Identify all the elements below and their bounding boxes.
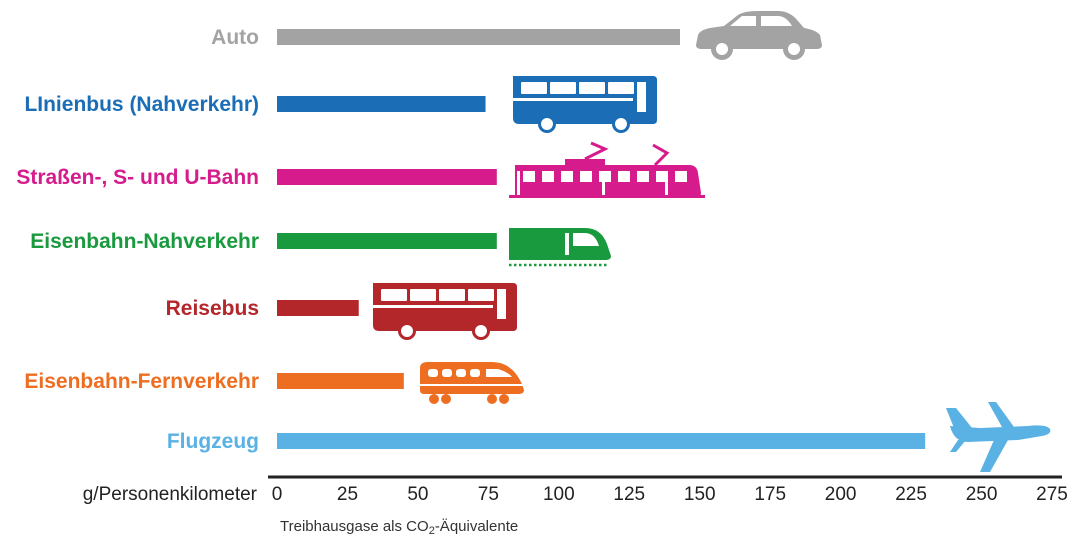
x-tick-label-175: 175 <box>754 484 786 505</box>
x-axis-title-suffix: -Äquivalente <box>434 518 519 535</box>
x-tick-label-0: 0 <box>272 484 283 505</box>
x-tick-label-125: 125 <box>613 484 645 505</box>
x-axis-unit-label: g/Personenkilometer <box>83 484 258 505</box>
airplane-icon <box>946 402 1051 472</box>
category-label-7: Flugzeug <box>167 430 259 453</box>
bar-7 <box>277 433 926 449</box>
x-axis-ticks-group: 0 25 50 75 100 125 150 175 200 225 250 275 <box>272 484 1068 505</box>
x-axis-title-subscript: 2 <box>428 525 435 537</box>
category-label-1: Auto <box>211 26 259 49</box>
car-icon <box>696 11 822 60</box>
bar-4 <box>277 233 497 249</box>
x-axis-title: Treibhausgase als CO2-Äquivalente <box>280 518 519 537</box>
intercity-train-icon <box>420 362 524 404</box>
x-tick-label-200: 200 <box>825 484 857 505</box>
category-labels-group: Auto LInienbus (Nahverkehr) Straßen-, S- u… <box>16 26 259 453</box>
x-tick-label-225: 225 <box>895 484 927 505</box>
x-tick-label-275: 275 <box>1036 484 1068 505</box>
x-tick-label-150: 150 <box>684 484 716 505</box>
icons-group <box>373 11 1051 472</box>
tram-icon <box>509 141 705 198</box>
bars-group <box>277 29 926 449</box>
bar-6 <box>277 373 404 389</box>
category-label-6: Eisenbahn-Fernverkehr <box>24 370 259 393</box>
bus-icon <box>513 76 657 133</box>
coach-icon <box>373 283 517 340</box>
x-tick-label-50: 50 <box>407 484 428 505</box>
regional-train-icon <box>509 228 611 267</box>
x-axis-title-text: Treibhausgase als CO <box>280 518 429 535</box>
category-label-5: Reisebus <box>166 297 259 320</box>
x-tick-label-100: 100 <box>543 484 575 505</box>
category-label-3: Straßen-, S- und U-Bahn <box>16 166 259 189</box>
category-label-2: LInienbus (Nahverkehr) <box>24 93 259 116</box>
x-tick-label-25: 25 <box>337 484 358 505</box>
bar-3 <box>277 169 497 185</box>
category-label-4: Eisenbahn-Nahverkehr <box>30 230 259 253</box>
x-tick-label-250: 250 <box>966 484 998 505</box>
bar-2 <box>277 96 486 112</box>
bar-5 <box>277 300 359 316</box>
bar-1 <box>277 29 680 45</box>
x-tick-label-75: 75 <box>478 484 499 505</box>
